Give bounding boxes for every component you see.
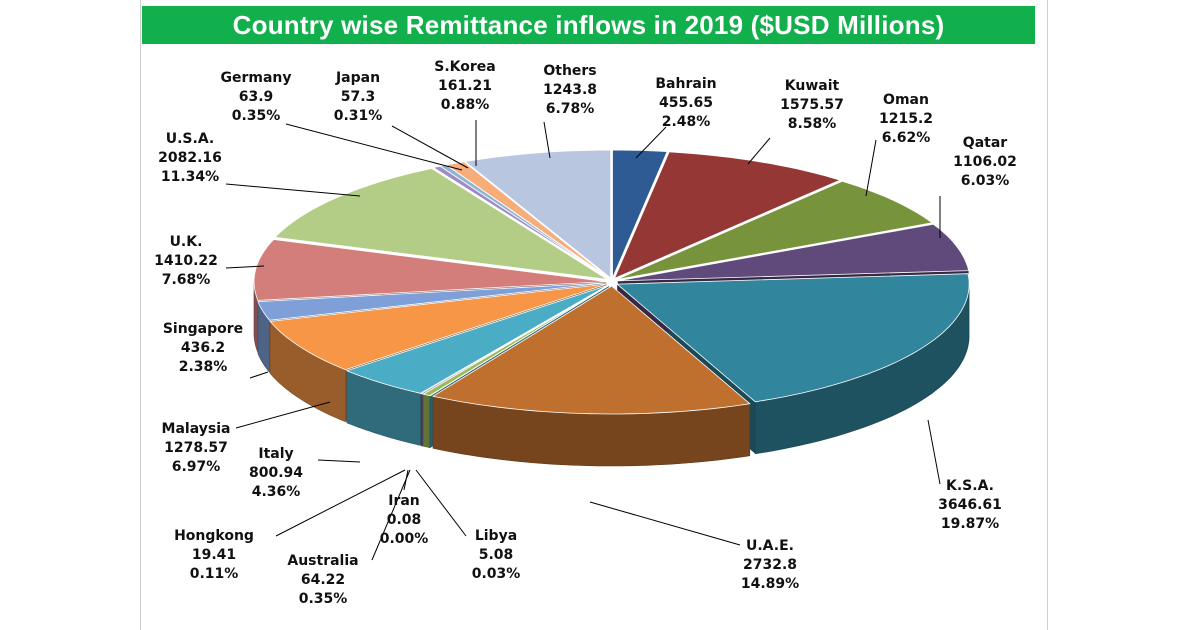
label-u-k-name: U.K.	[170, 234, 203, 250]
leader-kuwait	[747, 137, 771, 165]
label-iran-value: 0.08	[387, 512, 422, 528]
chart-title: Country wise Remittance inflows in 2019 …	[142, 6, 1035, 44]
leader-australia	[371, 469, 411, 561]
label-iran-name: Iran	[388, 493, 420, 509]
label-japan-percent: 0.31%	[334, 108, 383, 124]
leader-u-k	[225, 265, 265, 269]
label-australia-name: Australia	[287, 553, 358, 569]
slice-singapore	[257, 282, 607, 321]
label-s-korea-value: 161.21	[438, 78, 492, 94]
label-germany-percent: 0.35%	[232, 108, 281, 124]
label-libya-value: 5.08	[479, 547, 514, 563]
label-hongkong-percent: 0.11%	[190, 566, 239, 582]
label-germany-value: 63.9	[239, 89, 274, 105]
leader-lines	[225, 120, 941, 561]
label-australia-percent: 0.35%	[299, 591, 348, 607]
leader-others	[543, 121, 551, 159]
label-australia-value: 64.22	[301, 572, 345, 588]
label-u-s-a-name: U.S.A.	[166, 131, 215, 147]
label-malaysia-value: 1278.57	[164, 440, 228, 456]
leader-libya	[415, 469, 467, 537]
slice-u-a-e	[431, 285, 751, 415]
label-kuwait-name: Kuwait	[785, 78, 840, 94]
label-kuwait-percent: 8.58%	[788, 116, 837, 132]
label-u-a-e-value: 2732.8	[743, 557, 797, 573]
leader-germany	[285, 123, 463, 171]
label-k-s-a-name: K.S.A.	[946, 478, 994, 494]
label-u-k-value: 1410.22	[154, 253, 218, 269]
slice-u-k	[253, 239, 607, 301]
label-s-korea-name: S.Korea	[434, 59, 495, 75]
leader-bahrain	[635, 126, 667, 159]
label-u-a-e-percent: 14.89%	[741, 576, 799, 592]
label-malaysia-name: Malaysia	[162, 421, 231, 437]
label-oman-percent: 6.62%	[882, 130, 931, 146]
data-labels: Bahrain 455.65 2.48% Kuwait 1575.57 8.58% Oman…	[154, 59, 1017, 607]
label-oman-value: 1215.2	[879, 111, 933, 127]
leader-oman	[865, 139, 877, 197]
slice-hongkong	[419, 285, 610, 395]
leader-singapore	[249, 371, 269, 379]
leader-u-a-e	[589, 501, 741, 546]
slice-others	[464, 149, 612, 279]
label-qatar-name: Qatar	[963, 135, 1007, 151]
slice-side-australia	[422, 393, 431, 448]
label-u-k-percent: 7.68%	[162, 272, 211, 288]
slice-side-libya	[429, 395, 431, 448]
label-italy-value: 800.94	[249, 465, 303, 481]
label-singapore-percent: 2.38%	[179, 359, 228, 375]
slice-italy	[345, 284, 609, 394]
label-s-korea-percent: 0.88%	[441, 97, 490, 113]
label-italy-percent: 4.36%	[252, 484, 301, 500]
label-u-s-a-value: 2082.16	[158, 150, 222, 166]
label-others-value: 1243.8	[543, 82, 597, 98]
label-qatar-value: 1106.02	[953, 154, 1017, 170]
label-qatar-percent: 6.03%	[961, 173, 1010, 189]
pie-tops	[253, 149, 970, 415]
slice-oman	[616, 180, 934, 280]
leader-malaysia	[235, 401, 331, 429]
label-bahrain-value: 455.65	[659, 95, 713, 111]
slice-s-korea	[445, 161, 610, 279]
leader-u-s-a	[225, 183, 361, 197]
label-others-percent: 6.78%	[546, 101, 595, 117]
label-u-s-a-percent: 11.34%	[161, 169, 219, 185]
label-kuwait-value: 1575.57	[780, 97, 844, 113]
label-k-s-a-value: 3646.61	[938, 497, 1002, 513]
label-italy-name: Italy	[258, 446, 293, 462]
label-oman-name: Oman	[883, 92, 929, 108]
label-singapore-name: Singapore	[163, 321, 243, 337]
slice-side-hongkong	[420, 393, 424, 447]
label-libya-name: Libya	[475, 528, 517, 544]
label-japan-name: Japan	[335, 70, 380, 86]
label-k-s-a-percent: 19.87%	[941, 516, 999, 532]
label-malaysia-percent: 6.97%	[172, 459, 221, 475]
label-bahrain-percent: 2.48%	[662, 114, 711, 130]
label-others-name: Others	[543, 63, 596, 79]
label-u-a-e-name: U.A.E.	[746, 538, 794, 554]
label-iran-percent: 0.00%	[380, 531, 429, 547]
label-hongkong-value: 19.41	[192, 547, 236, 563]
label-singapore-value: 436.2	[181, 340, 225, 356]
chart-frame	[140, 0, 1048, 630]
label-japan-value: 57.3	[341, 89, 376, 105]
leader-k-s-a	[927, 419, 941, 485]
label-libya-percent: 0.03%	[472, 566, 521, 582]
slice-malaysia	[269, 283, 607, 371]
slice-kuwait	[613, 151, 842, 280]
label-bahrain-name: Bahrain	[655, 76, 716, 92]
slice-k-s-a	[616, 273, 970, 403]
leader-italy	[317, 459, 361, 463]
leader-hongkong	[275, 469, 406, 537]
leader-japan	[391, 125, 469, 169]
label-germany-name: Germany	[220, 70, 291, 86]
label-hongkong-name: Hongkong	[174, 528, 254, 544]
slice-bahrain	[612, 149, 668, 279]
